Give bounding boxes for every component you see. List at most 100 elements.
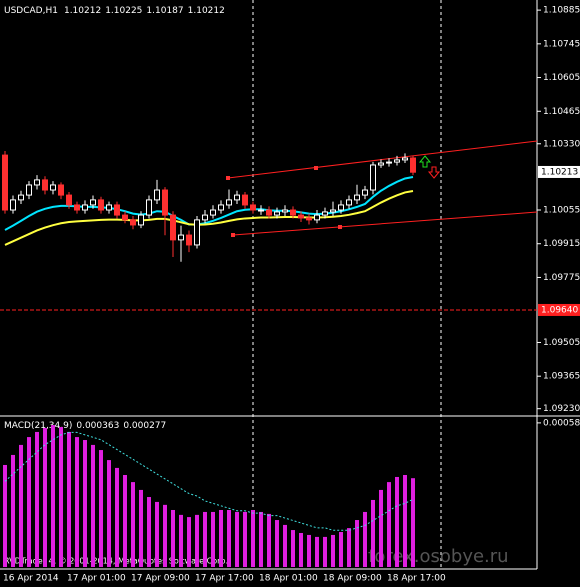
candle-body	[258, 209, 264, 212]
candle-body	[218, 204, 224, 211]
candle-body	[114, 204, 120, 216]
channel-upper	[227, 140, 538, 179]
macd-bar	[323, 536, 327, 567]
macd-bar	[155, 501, 159, 567]
candle-body	[10, 199, 16, 211]
macd-bar	[211, 511, 215, 567]
candle-body	[34, 179, 40, 186]
candle-body	[306, 217, 312, 221]
macd-bar	[363, 511, 367, 567]
candle-body	[106, 204, 112, 211]
candle-body	[98, 199, 104, 211]
y-tick-label: 1.09230	[543, 404, 580, 414]
macd-bar	[251, 509, 255, 567]
macd-bar	[67, 431, 71, 567]
candle-body	[170, 214, 176, 241]
candle-body	[378, 162, 384, 166]
candle-body	[42, 179, 48, 191]
candle-body	[18, 194, 24, 201]
macd-bar	[403, 475, 407, 567]
candle-body	[26, 184, 32, 196]
macd-bar	[411, 478, 415, 567]
y-tick-label: 1.10605	[543, 73, 580, 83]
candle-body	[226, 199, 232, 206]
candle-body	[370, 164, 376, 191]
macd-bar	[307, 534, 311, 567]
candle-body	[162, 189, 168, 216]
macd-bar	[163, 504, 167, 567]
candle-body	[186, 234, 192, 246]
candle-body	[90, 199, 96, 206]
candle-body	[346, 199, 352, 206]
candle-body	[266, 209, 272, 216]
quote-high: 1.10225	[105, 6, 142, 16]
candle-body	[330, 209, 336, 213]
macd-bar	[235, 511, 239, 567]
y-tick-label: 1.09365	[543, 372, 580, 382]
macd-bar	[195, 514, 199, 567]
candle-body	[50, 184, 56, 191]
x-tick-label: 16 Apr 2014	[3, 574, 59, 584]
macd-bar	[243, 511, 247, 567]
candle-body	[154, 189, 160, 201]
macd-bar	[3, 464, 7, 567]
macd-bar	[379, 489, 383, 567]
x-tick-label: 18 Apr 09:00	[323, 574, 382, 584]
macd-bar	[107, 460, 111, 567]
macd-bar	[259, 511, 263, 567]
macd-bar	[371, 499, 375, 567]
macd-bar	[275, 520, 279, 567]
macd-bar	[91, 444, 95, 567]
y-tick-label: 1.10330	[543, 139, 580, 149]
candle-body	[386, 161, 392, 164]
y-tick-label: 1.10745	[543, 39, 580, 49]
candle-body	[82, 204, 88, 211]
level-label-box	[538, 303, 580, 316]
y-tick-label: 1.10885	[543, 6, 580, 16]
macd-bar	[227, 509, 231, 567]
buy-arrow	[418, 155, 432, 168]
candle-body	[314, 214, 320, 221]
macd-bar	[115, 467, 119, 567]
macd-bar	[283, 524, 287, 567]
macd-bar	[27, 437, 31, 567]
macd-bar	[131, 482, 135, 567]
price-label-box	[538, 165, 580, 178]
macd-bar	[35, 431, 39, 567]
candle-body	[354, 194, 360, 201]
symbol: USDCAD,H1	[4, 6, 58, 16]
candle-body	[178, 234, 184, 241]
candle-body	[290, 209, 296, 216]
channel-point	[338, 225, 342, 229]
macd-bar	[179, 514, 183, 567]
macd-bar	[51, 425, 55, 567]
candle-body	[194, 219, 200, 246]
candle-body	[234, 194, 240, 201]
macd-bar	[43, 428, 47, 567]
channel-lower	[232, 211, 538, 236]
macd-bar	[59, 427, 63, 567]
candle-body	[138, 214, 144, 226]
candle-body	[146, 199, 152, 216]
candle-body	[298, 214, 304, 219]
macd-bar	[355, 520, 359, 567]
macd-bar	[219, 509, 223, 567]
macd-bar	[291, 530, 295, 567]
candle-body	[242, 194, 248, 206]
candle-body	[338, 204, 344, 211]
level-label: 1.09640	[541, 305, 578, 315]
macd-bar	[203, 511, 207, 567]
x-tick-label: 18 Apr 01:00	[259, 574, 318, 584]
quote-close: 1.10212	[188, 6, 225, 16]
quote-open: 1.10212	[64, 6, 101, 16]
macd-bar	[299, 532, 303, 567]
macd-bar	[395, 476, 399, 567]
candle-body	[122, 214, 128, 221]
candle-body	[66, 194, 72, 206]
channel-point	[314, 166, 318, 170]
y-tick-label: 0.000589	[543, 418, 580, 428]
candle-body	[410, 157, 416, 173]
macd-bar	[331, 534, 335, 567]
price-label: 1.10213	[541, 167, 578, 177]
